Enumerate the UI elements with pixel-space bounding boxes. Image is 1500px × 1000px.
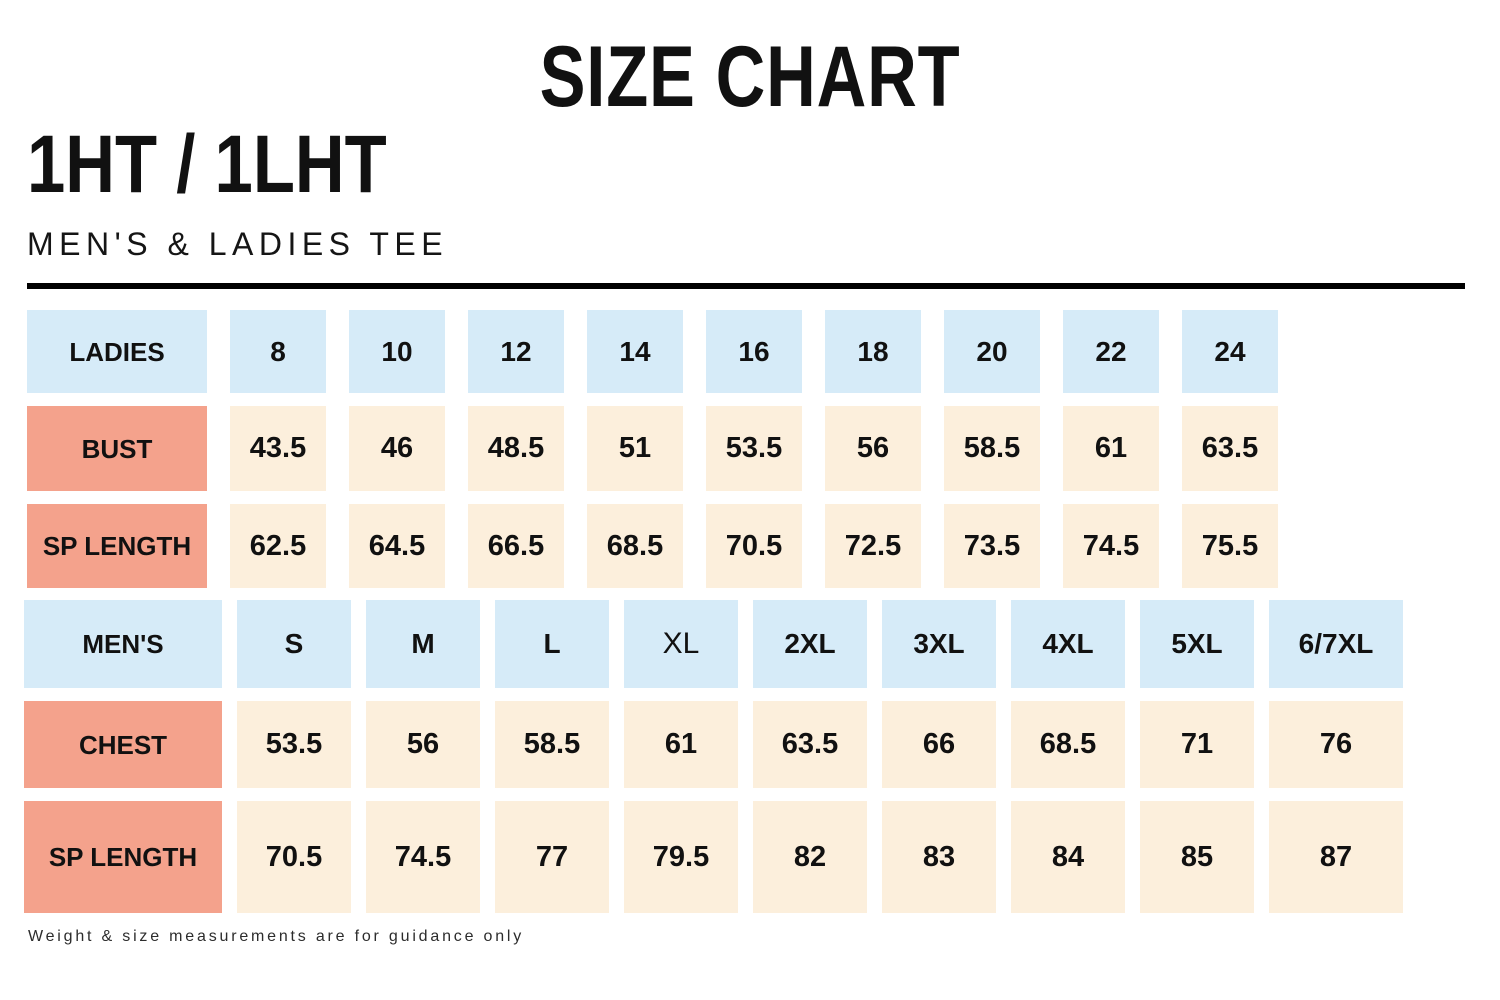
ladies-sp-length-value-cell: 62.5 [230,504,326,588]
ladies-size-table: LADIES 8 10 12 14 16 18 20 22 24 BUST 43… [27,310,1278,601]
chest-value-cell: 71 [1140,701,1254,788]
ladies-sp-length-value-cell: 70.5 [706,504,802,588]
ladies-size-header-cell: 22 [1063,310,1159,393]
chest-value-cell: 63.5 [753,701,867,788]
ladies-sp-length-value-cell: 66.5 [468,504,564,588]
mens-size-header-cell: S [237,600,351,688]
ladies-size-header-cell: 18 [825,310,921,393]
bust-value-cell: 48.5 [468,406,564,491]
chest-value-cell: 68.5 [1011,701,1125,788]
bust-value-cell: 43.5 [230,406,326,491]
ladies-sp-length-value-cell: 68.5 [587,504,683,588]
chest-value-cell: 61 [624,701,738,788]
mens-size-header-cell: 2XL [753,600,867,688]
mens-sp-length-value-cell: 74.5 [366,801,480,913]
bust-value-cell: 56 [825,406,921,491]
bust-value-cell: 46 [349,406,445,491]
mens-sp-length-value-cell: 85 [1140,801,1254,913]
mens-sp-length-row-label: SP LENGTH [24,801,222,913]
ladies-size-header-cell: 24 [1182,310,1278,393]
ladies-size-header-cell: 8 [230,310,326,393]
ladies-sp-length-value-cell: 64.5 [349,504,445,588]
mens-sp-length-value-cell: 79.5 [624,801,738,913]
mens-size-header-cell: 4XL [1011,600,1125,688]
bust-value-cell: 61 [1063,406,1159,491]
ladies-sp-length-value-cell: 72.5 [825,504,921,588]
guidance-disclaimer: Weight & size measurements are for guida… [28,928,525,945]
mens-header-row: MEN'S S M L XL 2XL 3XL 4XL 5XL 6/7XL [24,600,1403,688]
bust-row-label: BUST [27,406,207,491]
product-subtitle: MEN'S & LADIES TEE [27,226,449,262]
mens-sp-length-value-cell: 83 [882,801,996,913]
mens-sp-length-value-cell: 70.5 [237,801,351,913]
chest-value-cell: 76 [1269,701,1403,788]
ladies-header-label: LADIES [27,310,207,393]
mens-size-table: MEN'S S M L XL 2XL 3XL 4XL 5XL 6/7XL CHE… [24,600,1403,926]
bust-value-cell: 63.5 [1182,406,1278,491]
bust-value-cell: 58.5 [944,406,1040,491]
ladies-sp-length-value-cell: 74.5 [1063,504,1159,588]
ladies-size-header-cell: 14 [587,310,683,393]
ladies-header-row: LADIES 8 10 12 14 16 18 20 22 24 [27,310,1278,393]
mens-sp-length-value-cell: 82 [753,801,867,913]
mens-sp-length-value-cell: 87 [1269,801,1403,913]
mens-size-header-cell: 6/7XL [1269,600,1403,688]
ladies-sp-length-value-cell: 75.5 [1182,504,1278,588]
chest-value-cell: 53.5 [237,701,351,788]
chest-value-cell: 56 [366,701,480,788]
ladies-size-header-cell: 12 [468,310,564,393]
product-code-text: 1HT / 1LHT [27,119,387,210]
product-code-heading: 1HT / 1LHT [27,124,455,206]
mens-sp-length-row: SP LENGTH 70.5 74.5 77 79.5 82 83 84 85 … [24,801,1403,913]
mens-size-header-cell: XL [624,600,738,688]
bust-value-cell: 53.5 [706,406,802,491]
ladies-size-header-cell: 20 [944,310,1040,393]
ladies-sp-length-value-cell: 73.5 [944,504,1040,588]
bust-value-cell: 51 [587,406,683,491]
chest-value-cell: 66 [882,701,996,788]
chest-row: CHEST 53.5 56 58.5 61 63.5 66 68.5 71 76 [24,701,1403,788]
header-divider-rule [27,283,1465,289]
ladies-bust-row: BUST 43.5 46 48.5 51 53.5 56 58.5 61 63.… [27,406,1278,491]
chest-value-cell: 58.5 [495,701,609,788]
mens-size-header-cell: M [366,600,480,688]
ladies-sp-length-row: SP LENGTH 62.5 64.5 66.5 68.5 70.5 72.5 … [27,504,1278,588]
mens-sp-length-value-cell: 77 [495,801,609,913]
mens-size-header-cell: 3XL [882,600,996,688]
mens-size-header-cell: L [495,600,609,688]
mens-size-header-cell: 5XL [1140,600,1254,688]
page-title: SIZE CHART [0,34,1500,120]
page-title-text: SIZE CHART [539,29,961,125]
ladies-sp-length-row-label: SP LENGTH [27,504,207,588]
ladies-size-header-cell: 10 [349,310,445,393]
ladies-size-header-cell: 16 [706,310,802,393]
mens-header-label: MEN'S [24,600,222,688]
mens-sp-length-value-cell: 84 [1011,801,1125,913]
chest-row-label: CHEST [24,701,222,788]
